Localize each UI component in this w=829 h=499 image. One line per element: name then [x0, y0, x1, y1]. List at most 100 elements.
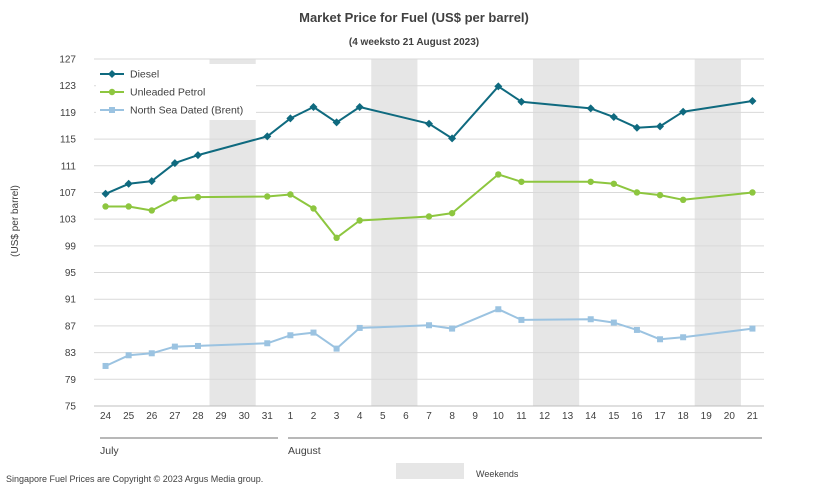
data-point	[148, 207, 155, 214]
data-point	[333, 234, 340, 242]
data-point	[286, 114, 295, 123]
legend-marker	[108, 88, 116, 96]
x-tick-label: 4	[357, 411, 363, 422]
data-point	[309, 103, 318, 112]
x-tick-label: 6	[403, 411, 409, 422]
weekend-legend-label: Weekends	[476, 469, 519, 479]
copyright-notice: Singapore Fuel Prices are Copyright © 20…	[6, 474, 263, 484]
series-line	[105, 308, 753, 367]
data-point	[495, 171, 502, 178]
y-tick-label: 127	[59, 55, 76, 66]
gridlines	[94, 58, 764, 407]
y-tick-label: 123	[59, 81, 76, 92]
data-point	[448, 209, 456, 217]
legend-label: Diesel	[130, 69, 159, 81]
data-point	[170, 159, 179, 168]
data-point	[586, 104, 595, 113]
data-point	[333, 345, 340, 352]
x-tick-label: 13	[562, 411, 574, 422]
legend-item: Diesel	[100, 69, 159, 81]
data-point	[656, 191, 664, 199]
legend-marker	[109, 107, 115, 113]
data-point	[749, 325, 756, 332]
data-point	[449, 325, 456, 332]
data-point	[679, 107, 688, 116]
weekend-band	[694, 59, 741, 406]
weekend-band	[371, 59, 418, 406]
x-tick-label: 9	[472, 411, 478, 422]
x-axis-ticks: 24 25 26 27 28 29 30 31 1 2 3 4 5 6 7 8 9 10 11 12 13 14 15 16 1…	[100, 411, 758, 422]
y-tick-label: 115	[60, 135, 76, 146]
x-tick-label: 16	[631, 411, 643, 422]
series-line	[105, 173, 753, 239]
series-diesel	[101, 82, 757, 198]
data-point	[680, 334, 687, 341]
data-point	[125, 203, 132, 210]
x-tick-label: 20	[724, 411, 736, 422]
data-point	[494, 82, 503, 91]
data-point	[102, 203, 109, 210]
x-tick-label: 24	[100, 411, 112, 422]
data-point	[587, 316, 594, 323]
y-tick-label: 111	[61, 161, 77, 172]
x-tick-label: 27	[169, 411, 181, 422]
chart-subtitle: (4 weeksto 21 August 2023)	[349, 37, 479, 48]
data-point	[147, 177, 156, 186]
series-north-sea-dated-brent	[102, 306, 756, 369]
legend: Diesel Unleaded Petrol North Sea Dated (Br…	[96, 64, 256, 120]
data-point	[264, 193, 271, 200]
data-point	[310, 329, 317, 336]
data-point	[656, 122, 665, 131]
y-tick-label: 107	[59, 188, 76, 199]
y-tick-label: 79	[65, 375, 77, 386]
data-point	[263, 132, 272, 141]
data-point	[171, 343, 178, 350]
x-tick-label: 12	[539, 411, 551, 422]
x-tick-label: 10	[493, 411, 505, 422]
y-tick-label: 91	[65, 295, 77, 306]
legend-marker	[108, 70, 116, 78]
y-tick-label: 119	[60, 108, 76, 119]
x-tick-label: 31	[262, 411, 274, 422]
x-tick-label: 21	[747, 411, 759, 422]
x-tick-label: 1	[288, 411, 294, 422]
legend-item: North Sea Dated (Brent)	[100, 105, 243, 117]
month-label-july: July	[100, 445, 119, 457]
series-line	[105, 85, 753, 195]
data-point	[587, 178, 594, 185]
x-tick-label: 11	[516, 411, 527, 422]
data-point	[193, 151, 202, 160]
x-tick-label: 28	[192, 411, 204, 422]
x-tick-label: 25	[123, 411, 135, 422]
data-point	[102, 362, 109, 369]
legend-label: North Sea Dated (Brent)	[130, 105, 243, 117]
x-tick-label: 2	[311, 411, 317, 422]
y-tick-label: 103	[59, 215, 76, 226]
data-point	[194, 342, 201, 349]
data-point	[518, 178, 525, 185]
y-tick-label: 99	[65, 241, 77, 252]
data-point	[610, 180, 618, 187]
y-tick-label: 83	[65, 348, 77, 359]
data-point	[448, 134, 457, 143]
x-tick-label: 17	[654, 411, 666, 422]
data-point	[124, 179, 133, 188]
data-point	[425, 213, 433, 220]
x-tick-label: 7	[426, 411, 432, 422]
x-tick-label: 19	[701, 411, 713, 422]
x-tick-label: 5	[380, 411, 386, 422]
y-axis-label: (US$ per barrel)	[10, 185, 21, 257]
data-point	[264, 340, 271, 347]
data-point	[610, 319, 617, 326]
data-point	[657, 336, 664, 343]
data-point	[679, 196, 687, 204]
data-point	[518, 316, 525, 323]
data-point	[171, 195, 179, 202]
data-point	[632, 123, 641, 132]
data-point	[517, 97, 526, 106]
legend-label: Unleaded Petrol	[130, 87, 205, 99]
data-point	[101, 189, 110, 198]
data-point	[125, 352, 132, 359]
data-point	[194, 193, 202, 201]
